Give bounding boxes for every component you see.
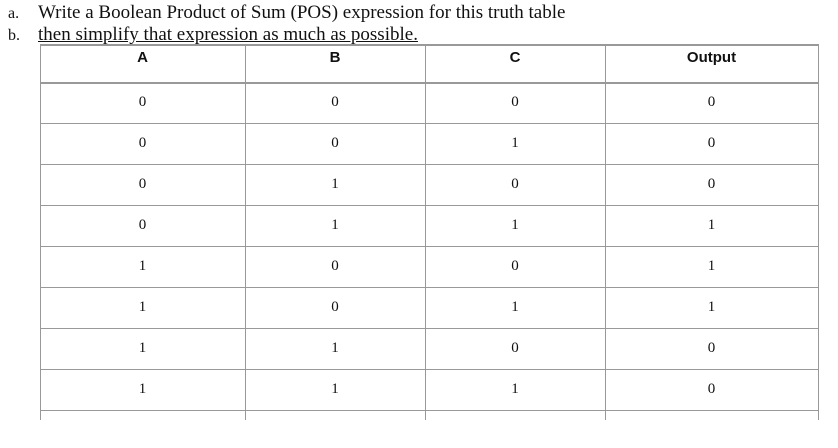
table-cell: 0 xyxy=(511,94,519,110)
header-cell: B xyxy=(329,49,341,66)
instruction-text: Write a Boolean Product of Sum (POS) exp… xyxy=(38,2,566,23)
table-cell: 1 xyxy=(331,176,339,192)
row-line xyxy=(40,410,818,411)
table-cell: 0 xyxy=(331,258,339,274)
table-cell: 1 xyxy=(331,381,339,397)
column-line xyxy=(605,44,606,420)
table-cell: 0 xyxy=(707,135,716,151)
instruction: a. Write a Boolean Product of Sum (POS) e… xyxy=(8,2,565,24)
table-cell: 0 xyxy=(511,340,519,356)
row-line xyxy=(40,369,818,370)
table-cell: 0 xyxy=(707,94,716,110)
row-line xyxy=(40,123,818,124)
row-line xyxy=(40,246,818,247)
table-cell: 0 xyxy=(331,94,339,110)
row-line xyxy=(40,205,818,206)
table-cell: 1 xyxy=(707,299,716,315)
table-cell: 0 xyxy=(707,340,716,356)
table-cell: 0 xyxy=(511,258,519,274)
marker: b. xyxy=(8,27,20,44)
column-line xyxy=(245,44,246,420)
instruction: b. then simplify that expression as much … xyxy=(8,24,418,46)
column-line xyxy=(40,44,41,420)
table-cell: 1 xyxy=(138,340,147,356)
table-cell: 1 xyxy=(138,299,147,315)
column-line xyxy=(425,44,426,420)
table-cell: 0 xyxy=(138,176,147,192)
truth-table: A B C Output 0 0 0 0 0 0 1 0 0 1 0 0 0 1 1 1 1 0 0 1 1 0 1 1 1 1 0 0 1 1 1… xyxy=(40,44,819,420)
table-cell: 1 xyxy=(331,217,339,233)
row-line xyxy=(40,82,818,84)
header-cell: C xyxy=(509,49,521,66)
table-cell: 0 xyxy=(707,176,716,192)
header-cell: A xyxy=(137,49,148,66)
table-cell: 1 xyxy=(511,135,519,151)
instruction-text: then simplify that expression as much as… xyxy=(38,24,418,45)
marker: a. xyxy=(8,5,20,22)
table-cell: 1 xyxy=(138,258,147,274)
column-line xyxy=(818,44,819,420)
table-cell: 1 xyxy=(707,258,716,274)
row-line xyxy=(40,44,818,46)
row-line xyxy=(40,164,818,165)
table-cell: 0 xyxy=(331,135,339,151)
table-cell: 0 xyxy=(138,217,147,233)
table-cell: 0 xyxy=(138,94,147,110)
row-line xyxy=(40,328,818,329)
header-cell: Output xyxy=(686,49,737,66)
table-cell: 0 xyxy=(331,299,339,315)
table-cell: 1 xyxy=(138,381,147,397)
table-cell: 1 xyxy=(511,381,519,397)
table-cell: 1 xyxy=(331,340,339,356)
row-line xyxy=(40,287,818,288)
table-cell: 1 xyxy=(511,299,519,315)
table-cell: 0 xyxy=(707,381,716,397)
table-cell: 0 xyxy=(511,176,519,192)
table-cell: 1 xyxy=(707,217,716,233)
table-cell: 0 xyxy=(138,135,147,151)
table-cell: 1 xyxy=(511,217,519,233)
